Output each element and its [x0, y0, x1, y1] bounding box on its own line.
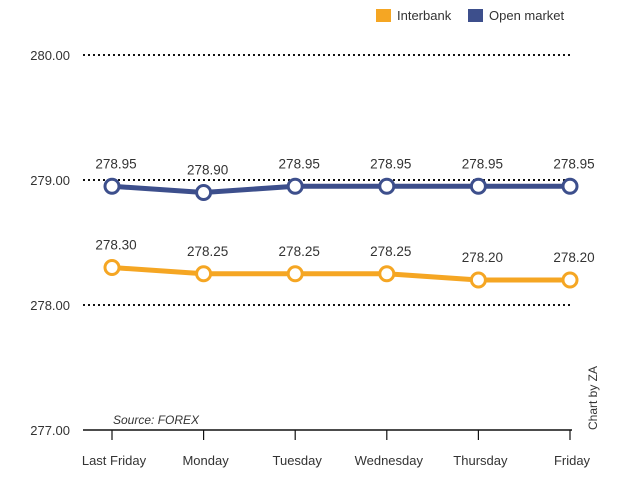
data-point-interbank: [378, 265, 396, 283]
series-line-open-market: [111, 183, 570, 195]
data-label-interbank: 278.25: [370, 244, 411, 259]
x-tick-label: Friday: [554, 453, 591, 468]
legend-swatch-interbank: [376, 9, 391, 22]
legend-swatch-open-market: [468, 9, 483, 22]
series-line-interbank: [111, 265, 570, 283]
data-label-open-market: 278.95: [553, 156, 594, 171]
data-label-open-market: 278.95: [462, 156, 503, 171]
legend-label-open-market: Open market: [489, 8, 565, 23]
data-label-interbank: 278.25: [279, 244, 320, 259]
y-tick-label: 278.00: [30, 298, 70, 313]
data-label-open-market: 278.95: [95, 156, 136, 171]
data-label-interbank: 278.25: [187, 244, 228, 259]
y-tick-label: 280.00: [30, 48, 70, 63]
y-tick-label: 277.00: [30, 423, 70, 438]
data-label-interbank: 278.20: [553, 250, 594, 265]
y-tick-label: 279.00: [30, 173, 70, 188]
data-label-interbank: 278.20: [462, 250, 503, 265]
data-label-interbank: 278.30: [95, 238, 136, 253]
data-point-open-market: [195, 184, 213, 201]
series-lines: [103, 177, 579, 289]
chart-credit: Chart by ZA: [586, 366, 600, 430]
data-point-interbank: [286, 265, 304, 283]
x-tick-label: Monday: [182, 453, 229, 468]
data-labels: 278.30 278.25 278.25 278.25 278.20 278.20 278.…: [95, 156, 594, 265]
data-label-open-market: 278.90: [187, 163, 228, 178]
data-point-open-market: [103, 177, 121, 195]
data-point-open-market: [561, 177, 579, 195]
x-tick-label: Last Friday: [82, 453, 147, 468]
data-point-open-market: [469, 177, 487, 195]
y-axis: 277.00 278.00 279.00 280.00: [30, 48, 70, 438]
data-point-interbank: [561, 271, 579, 289]
legend-label-interbank: Interbank: [397, 8, 452, 23]
source-note: Source: FOREX: [113, 413, 200, 427]
data-point-open-market: [378, 177, 396, 195]
legend: Interbank Open market: [376, 8, 565, 23]
data-point-interbank: [103, 259, 121, 276]
data-point-open-market: [286, 177, 304, 195]
x-axis: Last Friday Monday Tuesday Wednesday Thursda…: [82, 430, 591, 468]
data-label-open-market: 278.95: [370, 156, 411, 171]
x-tick-label: Wednesday: [355, 453, 424, 468]
x-tick-label: Thursday: [453, 453, 508, 468]
data-label-open-market: 278.95: [279, 156, 320, 171]
x-tick-label: Tuesday: [273, 453, 323, 468]
data-point-interbank: [469, 271, 487, 289]
grid: [83, 54, 572, 431]
data-point-interbank: [195, 265, 213, 283]
